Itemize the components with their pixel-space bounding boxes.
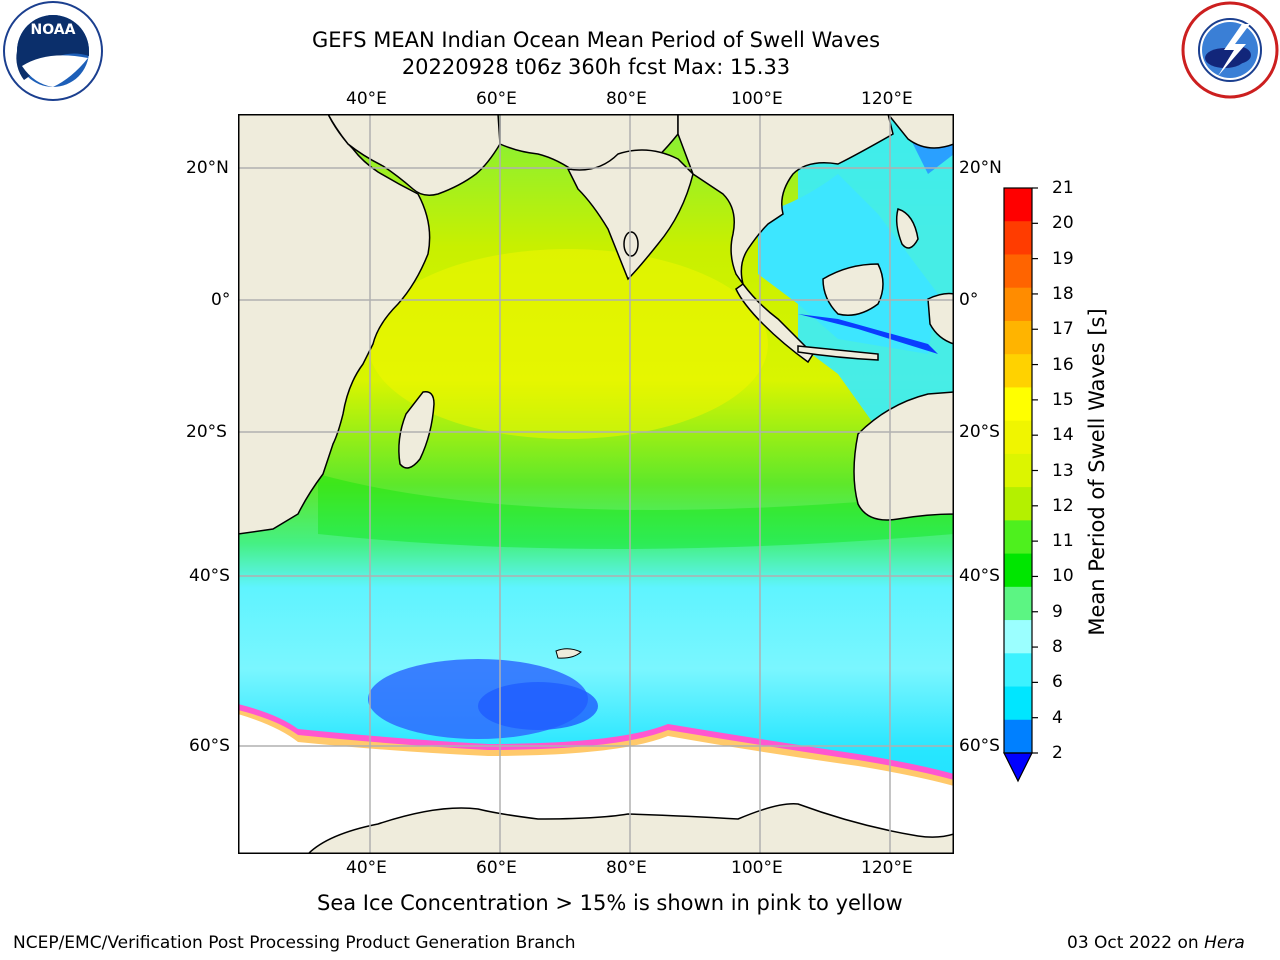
- colorbar-tick-label: 14: [1052, 425, 1074, 446]
- nws-logo: [1180, 0, 1280, 100]
- lon-label-bottom: 120°E: [861, 858, 913, 878]
- colorbar-tick-labels: 2 4 6 8 9 10 11 12 13 14 15 16 17 18 19 20 21: [1052, 0, 1092, 960]
- colorbar-under-arrow: [1003, 752, 1033, 783]
- lat-label-left: 20°S: [186, 422, 227, 442]
- colorbar-band: [1004, 620, 1032, 654]
- lon-label-bottom: 100°E: [731, 858, 783, 878]
- footer-date-text: 03 Oct 2022 on: [1067, 933, 1199, 953]
- colorbar-band: [1004, 188, 1032, 222]
- colorbar-band: [1004, 686, 1032, 721]
- colorbar-band: [1004, 354, 1032, 388]
- colorbar-tick-label: 11: [1052, 531, 1074, 552]
- colorbar-band: [1004, 254, 1032, 289]
- svg-text:NOAA: NOAA: [31, 22, 76, 38]
- lon-label-top: 40°E: [346, 89, 387, 109]
- colorbar-tick-label: 13: [1052, 460, 1074, 481]
- colorbar-band: [1004, 553, 1032, 588]
- colorbar-tick-label: 20: [1052, 213, 1074, 234]
- lon-label-bottom: 60°E: [476, 858, 517, 878]
- noaa-logo: NOAA: [2, 0, 104, 102]
- colorbar: [1000, 186, 1050, 786]
- colorbar-tick-label: 19: [1052, 248, 1074, 269]
- colorbar-band: [1004, 487, 1032, 521]
- footer-machine: Hera: [1204, 933, 1245, 953]
- map-graticule: [238, 114, 954, 854]
- colorbar-band: [1004, 586, 1032, 621]
- colorbar-tick-label: 18: [1052, 283, 1074, 304]
- colorbar-band: [1004, 520, 1032, 555]
- lat-label-left: 0°: [211, 290, 231, 310]
- colorbar-tick-label: 2: [1052, 743, 1063, 763]
- lat-label-right: 20°S: [959, 422, 1000, 442]
- lat-label-left: 20°N: [186, 158, 229, 178]
- lon-label-top: 60°E: [476, 89, 517, 109]
- footer-credit: NCEP/EMC/Verification Post Processing Pr…: [13, 933, 576, 953]
- colorbar-tick-label: 6: [1052, 672, 1063, 693]
- colorbar-band: [1004, 287, 1032, 322]
- colorbar-tick-label: 8: [1052, 637, 1063, 658]
- lat-label-right: 0°: [959, 290, 979, 310]
- colorbar-tick-label: 17: [1052, 319, 1074, 340]
- lon-label-top: 100°E: [731, 89, 783, 109]
- colorbar-band: [1004, 719, 1032, 754]
- colorbar-band: [1004, 453, 1032, 488]
- lat-label-right: 40°S: [959, 566, 1000, 586]
- map-subtitle: 20220928 t06z 360h fcst Max: 15.33: [401, 55, 791, 79]
- lon-label-top: 80°E: [606, 89, 647, 109]
- lat-label-right: 60°S: [959, 736, 1000, 756]
- colorbar-band: [1004, 320, 1032, 355]
- lat-label-right: 20°N: [959, 158, 1002, 178]
- colorbar-tick-label: 12: [1052, 495, 1074, 516]
- colorbar-tick-label: 16: [1052, 354, 1074, 375]
- colorbar-band: [1004, 420, 1032, 455]
- colorbar-tick-label: 9: [1052, 601, 1063, 622]
- lon-label-top: 120°E: [861, 89, 913, 109]
- lon-label-bottom: 80°E: [606, 858, 647, 878]
- map-panel: [238, 114, 954, 854]
- footer-date: 03 Oct 2022 on Hera: [1067, 933, 1245, 953]
- colorbar-band: [1004, 387, 1032, 422]
- lat-label-left: 60°S: [189, 736, 230, 756]
- colorbar-tick-label: 4: [1052, 707, 1063, 728]
- colorbar-tick-label: 21: [1052, 178, 1074, 198]
- colorbar-tick-label: 10: [1052, 566, 1074, 587]
- sea-ice-note: Sea Ice Concentration > 15% is shown in …: [317, 891, 903, 915]
- colorbar-band: [1004, 653, 1032, 688]
- lat-label-left: 40°S: [189, 566, 230, 586]
- map-title: GEFS MEAN Indian Ocean Mean Period of Sw…: [311, 28, 881, 52]
- colorbar-band: [1004, 221, 1032, 255]
- colorbar-tick-label: 15: [1052, 389, 1074, 410]
- lon-label-bottom: 40°E: [346, 858, 387, 878]
